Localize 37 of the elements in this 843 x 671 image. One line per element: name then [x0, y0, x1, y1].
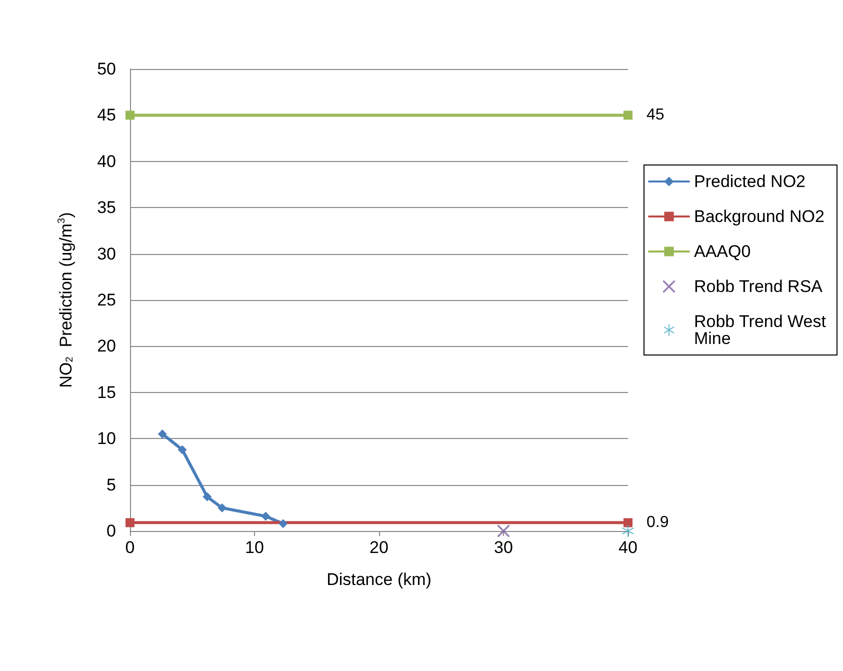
- legend-label: Robb Trend RSA: [694, 277, 824, 296]
- x-axis-title: Distance (km): [326, 570, 432, 589]
- y-tick-label: 0: [106, 522, 116, 540]
- y-tick-label: 5: [106, 475, 116, 494]
- point: [126, 518, 134, 528]
- point: [498, 525, 510, 537]
- y-tick-label: 40: [97, 152, 116, 171]
- y-axis-title: NO2 Prediction (ug/m3): [56, 212, 76, 388]
- x-tick-label: 30: [494, 538, 513, 557]
- x-tick-label: 20: [370, 538, 388, 557]
- point: [202, 492, 212, 502]
- point: [178, 445, 187, 454]
- point: [278, 519, 288, 528]
- x-tick-label: 40: [618, 538, 638, 557]
- point: [126, 110, 134, 120]
- point: [624, 110, 632, 120]
- y-tick-label: 25: [97, 290, 116, 310]
- legend-label: Predicted NO2: [694, 172, 806, 191]
- legend-label: AAAQ0: [694, 242, 751, 261]
- y-tick-label: 10: [97, 429, 116, 448]
- y-tick-label: 50: [97, 60, 116, 78]
- y-tick-label: 15: [97, 382, 116, 402]
- point: [624, 518, 632, 528]
- point: [622, 525, 634, 537]
- point: [218, 503, 227, 512]
- legend-label: Background NO2: [694, 207, 824, 226]
- y-tick-label: 20: [97, 336, 116, 356]
- y-tick-label: 45: [97, 106, 116, 125]
- y-tick-label: 30: [97, 244, 116, 264]
- x-tick-label: 10: [245, 538, 264, 557]
- x-tick-label: 0: [125, 538, 135, 557]
- y-tick-label: 35: [97, 198, 116, 218]
- legend-label: Robb Trend West Mine: [694, 312, 831, 348]
- point: [261, 512, 270, 521]
- data-label: 45: [646, 106, 664, 124]
- data-label: 0.9: [646, 514, 669, 532]
- point: [158, 429, 167, 438]
